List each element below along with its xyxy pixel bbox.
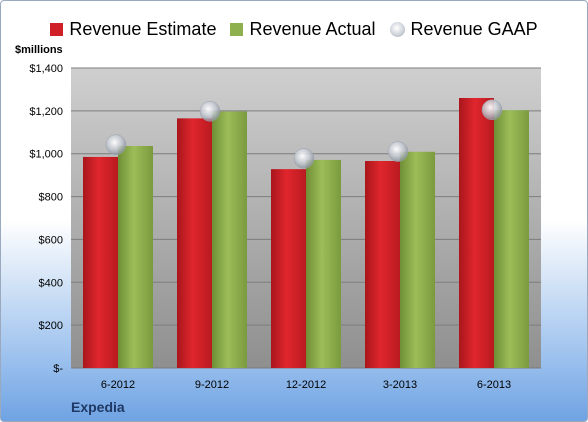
legend-swatch-estimate: [50, 22, 64, 36]
bar-revenue-estimate: [83, 156, 118, 368]
legend: Revenue Estimate Revenue Actual Revenue …: [1, 15, 587, 43]
point-revenue-gaap: [199, 101, 221, 122]
y-tick-label: $800: [39, 192, 63, 204]
company-label: Expedia: [71, 399, 125, 415]
legend-swatch-actual: [230, 22, 244, 36]
bar-revenue-actual: [494, 110, 529, 368]
x-tick-label: 6-2013: [477, 379, 511, 391]
bar-revenue-estimate: [271, 169, 306, 368]
legend-item-actual: Revenue Actual: [230, 18, 376, 40]
bar-revenue-actual: [118, 146, 153, 368]
y-tick-label: $1,000: [29, 149, 63, 161]
bar-revenue-actual: [212, 111, 247, 368]
y-tick-label: $1,400: [29, 63, 63, 75]
bar-revenue-estimate: [459, 98, 494, 368]
x-tick-label: 6-2012: [101, 379, 135, 391]
x-tick-label: 12-2012: [286, 379, 326, 391]
point-revenue-gaap: [105, 134, 127, 155]
legend-label-estimate: Revenue Estimate: [69, 18, 217, 39]
point-revenue-gaap: [481, 99, 503, 121]
legend-item-gaap: Revenue GAAP: [389, 18, 538, 40]
bar-revenue-estimate: [177, 118, 212, 368]
point-revenue-gaap: [293, 148, 315, 169]
bar-revenue-estimate: [365, 161, 400, 368]
x-tick-label: 3-2013: [383, 379, 417, 391]
y-tick-label: $-: [53, 363, 63, 375]
legend-swatch-gaap: [389, 21, 405, 37]
y-tick-label: $600: [39, 234, 63, 246]
y-tick-label: $200: [39, 320, 63, 332]
bar-revenue-actual: [306, 159, 341, 368]
x-tick-label: 9-2012: [195, 379, 229, 391]
point-revenue-gaap: [387, 141, 409, 162]
legend-label-actual: Revenue Actual: [249, 18, 376, 39]
y-tick-label: $1,200: [29, 106, 63, 118]
legend-label-gaap: Revenue GAAP: [410, 18, 538, 39]
y-axis-unit-label: $millions: [15, 44, 63, 56]
y-tick-label: $400: [39, 277, 63, 289]
bar-revenue-actual: [400, 151, 435, 368]
legend-item-estimate: Revenue Estimate: [50, 19, 216, 40]
